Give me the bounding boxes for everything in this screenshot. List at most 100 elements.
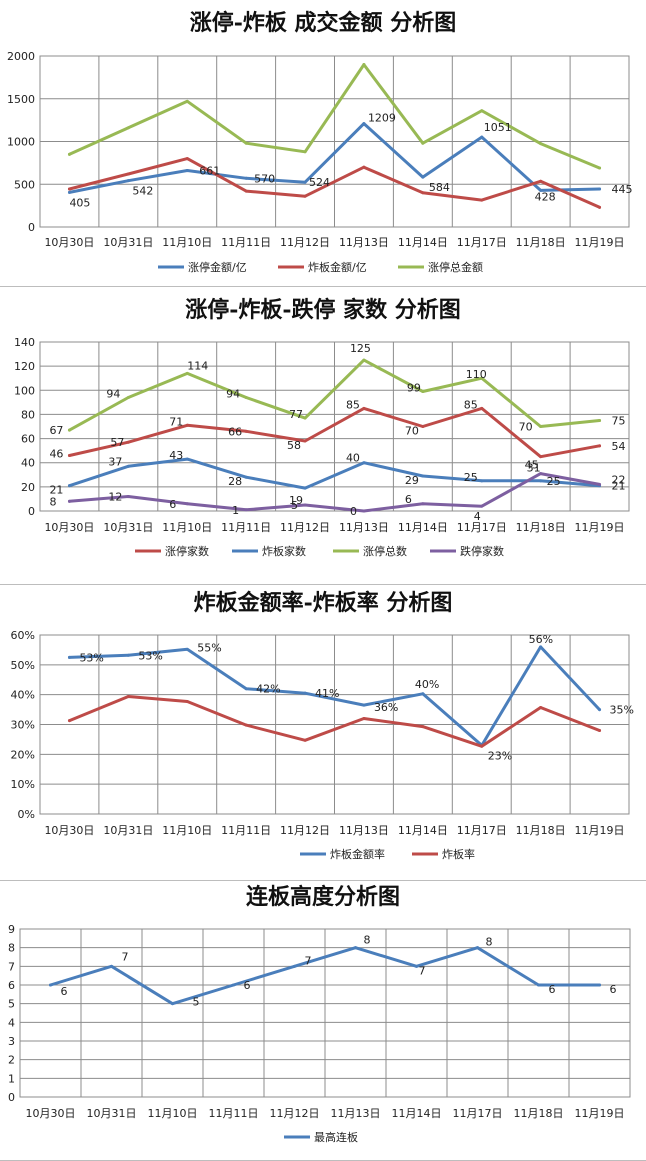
data-label: 37	[108, 455, 122, 468]
data-point	[67, 187, 71, 191]
data-point	[421, 502, 425, 506]
x-tick-label: 11月13日	[331, 1107, 381, 1120]
x-tick-label: 11月11日	[221, 824, 271, 837]
data-label: 405	[69, 196, 90, 209]
data-point	[126, 172, 130, 176]
x-tick-label: 11月10日	[162, 236, 212, 249]
data-point	[244, 429, 248, 433]
data-point	[598, 205, 602, 209]
data-point	[303, 150, 307, 154]
data-label: 0	[350, 505, 357, 518]
data-point	[126, 694, 130, 698]
data-point	[421, 141, 425, 145]
chart-title: 涨停-炸板 成交金额 分析图	[190, 10, 456, 36]
series-line-1	[49, 946, 601, 1006]
y-tick-label: 2	[8, 1054, 15, 1067]
data-point	[232, 983, 235, 987]
data-point	[480, 406, 484, 410]
data-point	[480, 135, 484, 139]
data-point	[598, 983, 601, 987]
y-tick-label: 0	[28, 505, 35, 518]
data-label: 7	[122, 950, 129, 963]
data-label: 8	[49, 495, 56, 508]
x-tick-label: 11月19日	[575, 236, 625, 249]
data-label: 25	[464, 471, 478, 484]
data-label: 36%	[374, 701, 398, 714]
data-label: 53%	[138, 649, 162, 662]
chart-svg-4: 连板高度分析图 0 1 2 3 4 5 6 7 8 9 10月30日 10月31日 11月10日 11月11…	[8, 884, 631, 1144]
data-point	[362, 406, 366, 410]
data-label: 58	[287, 439, 301, 452]
y-tick-label: 7	[8, 960, 15, 973]
data-point	[539, 425, 543, 428]
data-label: 125	[350, 342, 371, 355]
data-point	[244, 189, 248, 193]
legend-label: 涨停总数	[363, 544, 407, 558]
data-point	[598, 708, 602, 712]
legend-label: 炸板率	[442, 847, 475, 861]
data-point	[480, 109, 484, 113]
legend-label: 炸板金额率	[330, 847, 385, 861]
data-label: 21	[612, 480, 626, 493]
series-line-1	[68, 406, 601, 459]
data-point	[421, 474, 425, 478]
x-tick-label: 11月10日	[162, 824, 212, 837]
data-label: 570	[254, 172, 275, 185]
data-label: 8	[364, 934, 371, 947]
y-tick-label: 0	[8, 1091, 15, 1104]
x-tick-label: 11月14日	[398, 521, 448, 534]
data-label: 85	[346, 398, 360, 411]
data-point	[598, 482, 602, 486]
data-point	[598, 728, 602, 732]
data-label: 55%	[197, 641, 221, 654]
series-line-3	[68, 358, 601, 432]
data-point	[67, 190, 71, 194]
data-point	[67, 719, 71, 723]
chart-panel-3: 炸板金额率-炸板率 分析图 0% 10% 20% 30% 40% 50% 60% 10月30日 1…	[0, 585, 646, 881]
data-label: 524	[309, 176, 330, 189]
data-label: 25	[547, 475, 561, 488]
legend-label: 涨停金额/亿	[188, 260, 247, 274]
data-point	[539, 472, 543, 476]
x-tick-label: 10月30日	[26, 1107, 76, 1120]
data-label: 6	[244, 979, 251, 992]
data-point	[598, 418, 602, 422]
x-tick-label: 11月13日	[339, 236, 389, 249]
data-point	[539, 645, 543, 649]
data-point	[362, 509, 366, 513]
data-point	[480, 198, 484, 202]
data-point	[539, 455, 543, 459]
data-point	[476, 946, 479, 950]
data-label: 71	[169, 415, 183, 428]
data-point	[598, 444, 602, 448]
data-label: 428	[535, 190, 556, 203]
data-label: 43	[169, 449, 183, 462]
data-point	[598, 166, 602, 170]
data-point	[303, 486, 307, 490]
data-label: 35%	[610, 704, 634, 717]
data-label: 75	[612, 414, 626, 427]
x-tick-label: 11月12日	[280, 236, 330, 249]
data-point	[539, 705, 543, 709]
x-tick-label: 11月17日	[457, 521, 507, 534]
data-label: 45	[525, 459, 539, 472]
data-point	[362, 358, 366, 362]
data-point	[303, 738, 307, 742]
data-point	[244, 141, 248, 145]
data-point	[539, 142, 543, 146]
chart-title: 炸板金额率-炸板率 分析图	[194, 590, 453, 616]
series-line-2	[68, 457, 601, 490]
data-label: 8	[486, 936, 493, 949]
x-tick-label: 11月12日	[270, 1107, 320, 1120]
data-point	[303, 691, 307, 695]
legend-label: 涨停家数	[165, 544, 209, 558]
data-point	[537, 983, 540, 987]
y-tick-label: 9	[8, 923, 15, 936]
x-tick-label: 11月18日	[516, 824, 566, 837]
data-label: 85	[464, 398, 478, 411]
x-tick-label: 11月17日	[457, 236, 507, 249]
x-tick-label: 11月17日	[453, 1107, 503, 1120]
data-point	[67, 655, 71, 659]
x-tick-label: 11月12日	[280, 521, 330, 534]
